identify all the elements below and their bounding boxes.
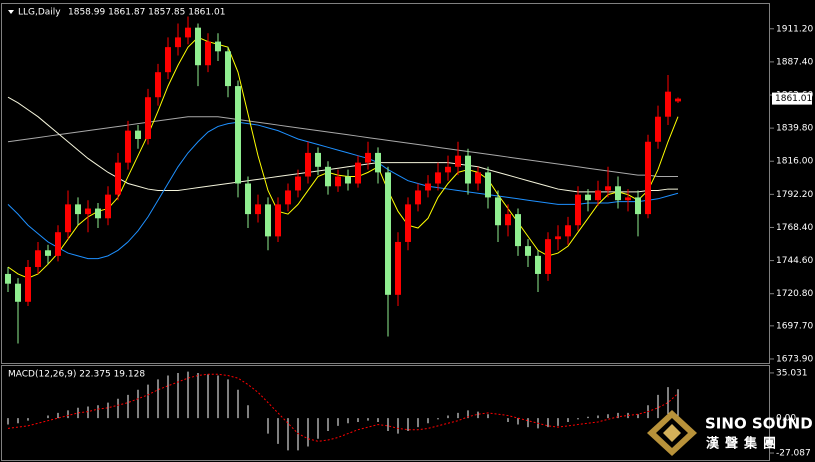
candle-body xyxy=(485,172,491,198)
candle-body xyxy=(55,232,61,256)
candle-body xyxy=(665,91,671,117)
y-tick-label: 1720.80 xyxy=(776,289,813,299)
chart-title: LLG,Daily xyxy=(18,8,61,18)
candle-body xyxy=(285,190,291,205)
candle-body xyxy=(205,41,211,66)
ohlc-text: 1858.99 1861.87 1857.85 1861.01 xyxy=(68,8,225,18)
candle-body xyxy=(615,186,621,201)
candle-body xyxy=(515,214,521,247)
logo-core xyxy=(663,424,681,442)
candle-body xyxy=(275,204,281,237)
candle-body xyxy=(15,283,21,302)
candle-body xyxy=(445,166,451,173)
candle-body xyxy=(165,47,171,73)
candle-body xyxy=(125,130,131,163)
macd-title: MACD(12,26,9) 22.375 19.128 xyxy=(8,370,145,380)
candle-body xyxy=(35,250,41,267)
y-tick-label: 1816.00 xyxy=(776,157,813,167)
y-tick-label: 1768.40 xyxy=(776,223,813,233)
candle-body xyxy=(435,172,441,184)
candle-body xyxy=(175,37,181,48)
candle-body xyxy=(585,194,591,201)
candle-body xyxy=(255,204,261,215)
candle-body xyxy=(225,51,231,87)
candle-body xyxy=(595,190,601,201)
candle-body xyxy=(185,27,191,38)
logo: SINO SOUND 漢聲集團 xyxy=(647,410,813,456)
y-tick-label: 1673.90 xyxy=(776,354,813,364)
macd-panel xyxy=(1,365,770,461)
candle-body xyxy=(625,197,631,201)
candle-body xyxy=(85,208,91,215)
candle-body xyxy=(655,116,661,142)
candle-body xyxy=(375,152,381,173)
candle-body xyxy=(425,183,431,191)
logo-name: SINO SOUND xyxy=(705,415,813,433)
logo-subname: 漢聲集團 xyxy=(706,436,782,452)
candle-body xyxy=(475,172,481,184)
candle-body xyxy=(295,176,301,191)
candle-body xyxy=(365,152,371,163)
candle-body xyxy=(5,273,11,284)
candle-body xyxy=(355,162,361,184)
candle-body xyxy=(465,155,471,184)
y-tick-label: -27.087 xyxy=(776,449,811,459)
candle-body xyxy=(385,172,391,295)
candle-body xyxy=(575,194,581,226)
candle-body xyxy=(505,214,511,226)
candle-body xyxy=(495,197,501,226)
candle-body xyxy=(645,141,651,215)
candle-body xyxy=(115,162,121,195)
y-tick-label: 1911.20 xyxy=(776,24,813,34)
main-panel xyxy=(1,3,770,364)
candle-body xyxy=(145,97,151,139)
candle-body xyxy=(215,41,221,52)
candle-body xyxy=(675,98,681,102)
candle-body xyxy=(335,176,341,187)
y-tick-label: 35.031 xyxy=(776,368,808,378)
candle-body xyxy=(25,266,31,302)
candle-body xyxy=(395,241,401,295)
y-tick-label: 1697.70 xyxy=(776,321,813,331)
candle-body xyxy=(105,194,111,219)
candle-body xyxy=(235,86,241,184)
candle-body xyxy=(405,204,411,242)
candle-body xyxy=(315,152,321,167)
candle-body xyxy=(325,166,331,187)
last-price-label: 1861.01 xyxy=(775,94,812,104)
signal-line xyxy=(7,373,679,442)
candle-body xyxy=(65,204,71,233)
candle-body xyxy=(245,183,251,215)
candle-body xyxy=(95,208,101,219)
moving-average xyxy=(7,116,678,178)
candle-body xyxy=(75,204,81,215)
y-tick-label: 1887.40 xyxy=(776,57,813,67)
candle-body xyxy=(155,72,161,98)
candle-body xyxy=(565,225,571,237)
y-tick-label: 1744.60 xyxy=(776,256,813,266)
last-price-box xyxy=(772,92,812,105)
candle-body xyxy=(605,186,611,191)
candle-body xyxy=(525,246,531,256)
candle-body xyxy=(135,130,141,139)
menu-arrow xyxy=(8,10,14,14)
candle-body xyxy=(415,190,421,205)
candle-body xyxy=(455,155,461,167)
moving-average xyxy=(7,121,679,260)
candle-body xyxy=(555,236,561,240)
candle-body xyxy=(545,239,551,274)
candle-body xyxy=(345,176,351,184)
candle-body xyxy=(305,152,311,177)
candle-body xyxy=(635,197,641,215)
y-tick-label: 0.00 xyxy=(776,414,796,424)
y-tick-label: 1792.20 xyxy=(776,190,813,200)
candle-body xyxy=(265,204,271,237)
candle-body xyxy=(195,27,201,66)
y-tick-label: 1839.80 xyxy=(776,124,813,134)
candle-body xyxy=(535,255,541,274)
candle-body xyxy=(45,250,51,256)
